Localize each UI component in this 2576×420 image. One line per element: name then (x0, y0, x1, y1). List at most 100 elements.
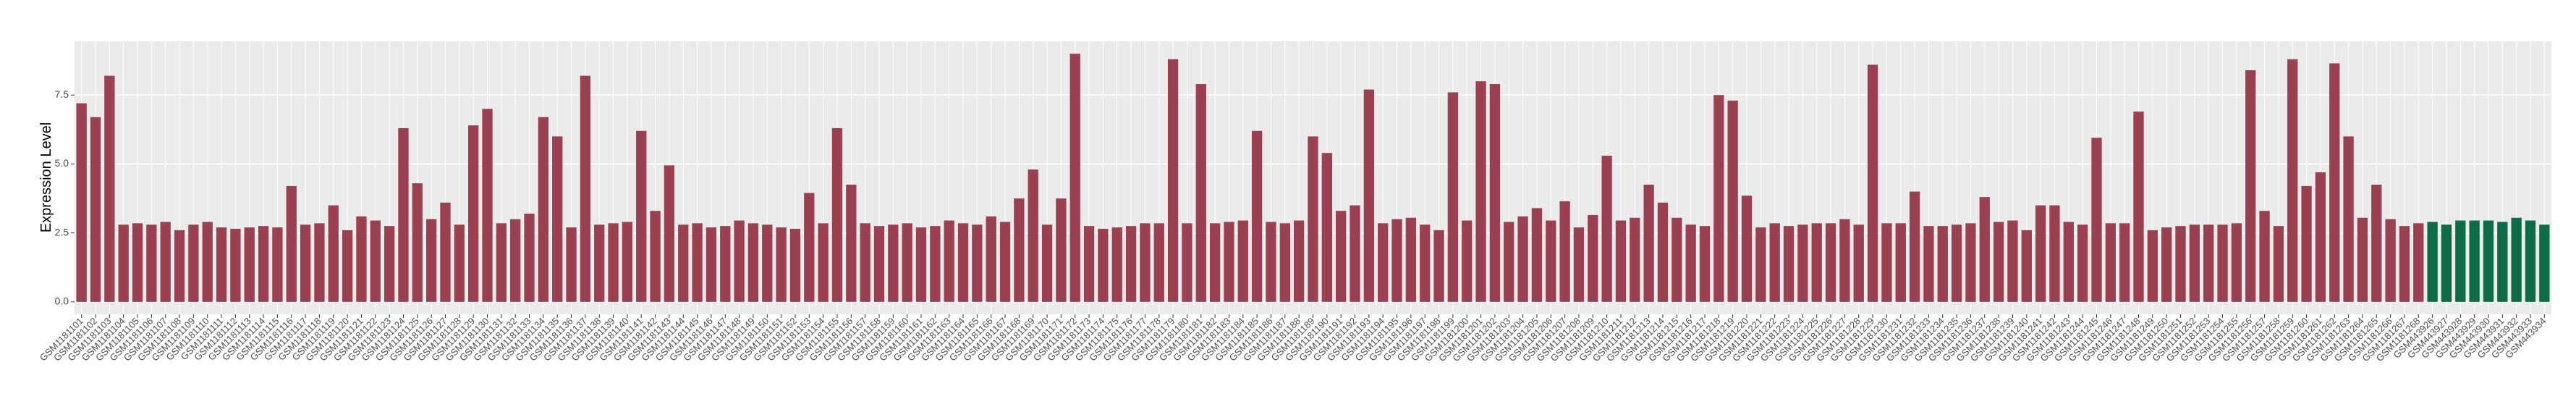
y-tick-label: 5.0 (55, 157, 69, 169)
bar (2049, 205, 2060, 302)
bar (2203, 224, 2214, 302)
bar (902, 223, 912, 302)
bar (1308, 136, 1318, 302)
bar (1769, 223, 1780, 302)
bar (328, 205, 339, 302)
bar (272, 227, 283, 302)
bar (538, 117, 549, 302)
bar (1140, 223, 1151, 302)
y-tick-label: 7.5 (55, 88, 69, 100)
bar (2021, 230, 2032, 302)
bar (2147, 230, 2158, 302)
bar (594, 224, 605, 302)
bar (1937, 226, 1948, 302)
bar (1447, 92, 1459, 302)
bar (1951, 224, 1962, 302)
bar (1839, 219, 1850, 302)
bar (2511, 217, 2522, 302)
bar (2119, 223, 2130, 302)
bar (664, 165, 675, 302)
bar (300, 224, 311, 302)
bar (2105, 223, 2116, 302)
bar (1056, 198, 1067, 302)
bar (1979, 197, 1990, 302)
bar (2273, 226, 2284, 302)
bar (118, 224, 129, 302)
bar (1294, 220, 1305, 302)
bar (2161, 227, 2172, 302)
bar (1573, 227, 1585, 302)
bar (1028, 169, 1038, 302)
bar (1895, 223, 1906, 302)
bar (2077, 224, 2088, 302)
bar (1321, 153, 1332, 302)
bar (789, 228, 801, 302)
bar (2385, 219, 2396, 302)
bar (2245, 70, 2256, 302)
bar (286, 185, 297, 302)
bar (90, 117, 101, 302)
bar (342, 230, 353, 302)
bar (1475, 81, 1486, 302)
bar (1867, 64, 1878, 302)
bar (496, 223, 507, 302)
bar (1182, 223, 1192, 302)
bar (1069, 54, 1080, 302)
bar (2497, 222, 2508, 302)
bar (370, 220, 381, 302)
bar (230, 228, 241, 302)
bar (2007, 220, 2018, 302)
bar (1630, 217, 1640, 302)
bar (2259, 211, 2270, 302)
bar (2301, 185, 2312, 302)
bar (2441, 224, 2452, 302)
bar (1601, 156, 1612, 302)
bar (2063, 222, 2074, 302)
y-tick-label: 0.0 (55, 295, 69, 307)
bar (804, 193, 815, 302)
bar (2483, 220, 2494, 302)
bar (524, 214, 535, 302)
bar (1643, 185, 1654, 302)
bar (1685, 224, 1696, 302)
bar (1559, 201, 1570, 302)
bar (482, 109, 493, 302)
bar (692, 223, 703, 302)
bar (468, 125, 479, 302)
bar (972, 224, 983, 302)
bar (1713, 95, 1724, 302)
bar (636, 130, 647, 302)
bar (1853, 224, 1864, 302)
bar (1167, 59, 1179, 302)
bar (915, 227, 927, 302)
bar (216, 227, 227, 302)
bar (454, 224, 465, 302)
bar (1014, 198, 1025, 302)
bar (2231, 223, 2242, 302)
bar (1209, 223, 1221, 302)
bar (1266, 222, 1276, 302)
y-tick-label: 2.5 (55, 226, 69, 238)
bar (1237, 220, 1248, 302)
bar (888, 224, 899, 302)
bar (384, 226, 395, 302)
bar (1923, 226, 1934, 302)
bar (580, 75, 591, 302)
bar (2413, 223, 2424, 302)
bar (1825, 223, 1836, 302)
bar (1251, 130, 1263, 302)
bar (2091, 138, 2102, 302)
bar (2189, 224, 2200, 302)
bar (831, 127, 843, 302)
bar (1224, 222, 1234, 302)
bar (1965, 223, 1976, 302)
bar (1741, 196, 1753, 302)
bar (552, 136, 563, 302)
bar (2427, 222, 2438, 302)
bar (1797, 224, 1808, 302)
bar (1517, 216, 1528, 302)
bar (2133, 112, 2144, 302)
bar (2525, 220, 2536, 302)
bar (2329, 63, 2340, 302)
